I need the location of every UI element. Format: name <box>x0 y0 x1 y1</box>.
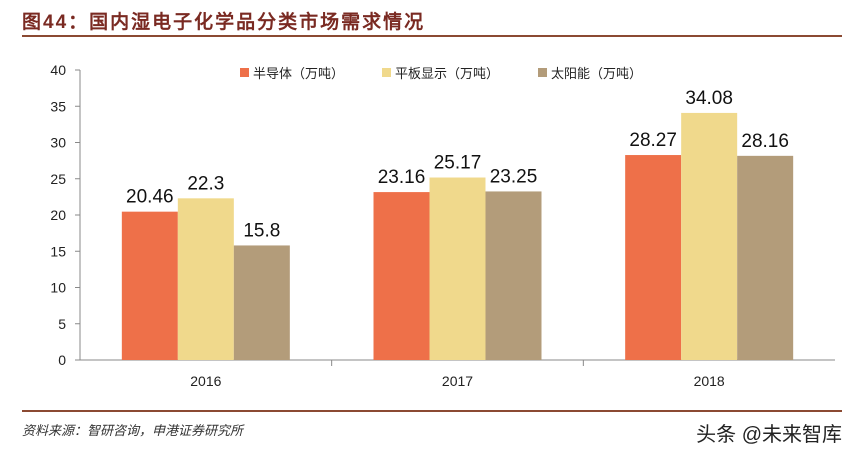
data-label: 22.3 <box>187 173 224 194</box>
x-tick-label: 2018 <box>694 373 725 389</box>
y-tick-label: 15 <box>50 243 66 259</box>
bar <box>681 112 738 360</box>
legend-label: 太阳能（万吨） <box>551 66 642 81</box>
bar <box>121 211 178 360</box>
y-tick-label: 10 <box>50 280 66 296</box>
bar <box>373 192 430 360</box>
y-tick-label: 30 <box>50 135 66 151</box>
watermark: 头条 @未来智库 <box>696 424 842 446</box>
data-label: 20.46 <box>126 187 174 208</box>
y-tick-label: 25 <box>50 171 66 187</box>
data-label: 23.16 <box>378 167 426 188</box>
bar-chart: 0 5 10 15 20 25 30 35 40 2016 20.46 22.3 15.8 2017 23.… <box>50 62 835 389</box>
legend-swatch <box>240 68 249 77</box>
figure-title: 图44：国内湿电子化学品分类市场需求情况 <box>22 12 426 33</box>
bar <box>485 191 542 360</box>
data-label: 15.8 <box>243 220 280 241</box>
source-rule <box>22 410 842 412</box>
x-tick-label: 2016 <box>190 373 221 389</box>
y-tick-label: 40 <box>50 62 66 78</box>
data-label: 28.27 <box>629 130 677 151</box>
bar <box>233 245 290 360</box>
data-label: 28.16 <box>741 131 789 152</box>
bar <box>625 155 682 360</box>
legend-swatch <box>382 68 391 77</box>
y-tick-label: 5 <box>58 316 66 332</box>
legend-label: 平板显示（万吨） <box>395 66 499 81</box>
title-rule <box>22 35 842 37</box>
bar <box>429 177 486 360</box>
y-tick-label: 35 <box>50 98 66 114</box>
data-label: 34.08 <box>685 88 733 109</box>
data-label: 25.17 <box>434 153 482 174</box>
y-tick-label: 0 <box>58 352 66 368</box>
data-label: 23.25 <box>490 166 538 187</box>
source-note: 资料来源：智研咨询，申港证券研究所 <box>22 424 244 439</box>
bar <box>737 155 794 360</box>
bar <box>177 198 234 360</box>
legend-label: 半导体（万吨） <box>253 66 344 81</box>
x-tick-label: 2017 <box>442 373 473 389</box>
legend-swatch <box>538 68 547 77</box>
y-tick-label: 20 <box>50 207 66 223</box>
